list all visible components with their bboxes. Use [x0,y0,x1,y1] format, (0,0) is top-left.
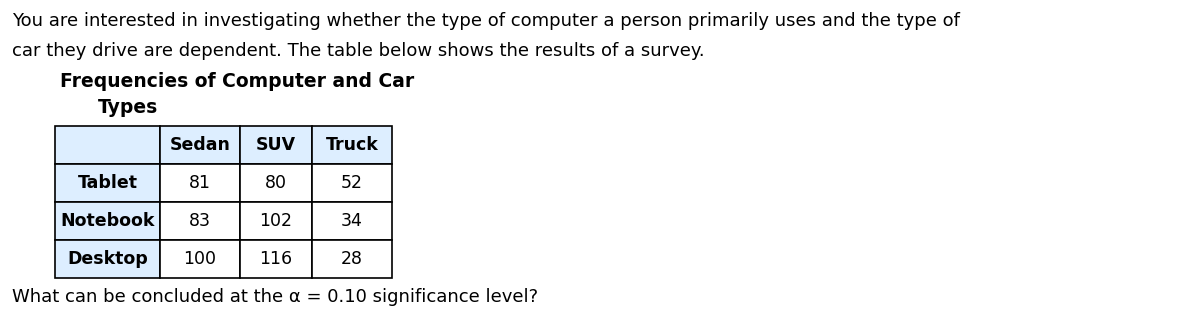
Bar [312,126,392,164]
Text: What can be concluded at the α = 0.10 significance level?: What can be concluded at the α = 0.10 si… [12,288,538,306]
Text: 83: 83 [190,212,211,230]
Text: 34: 34 [341,212,362,230]
Text: Truck: Truck [325,136,378,154]
Bar [55,126,160,164]
Bar [312,202,392,240]
Text: 28: 28 [341,250,364,268]
Bar [312,164,392,202]
Text: 116: 116 [259,250,293,268]
Text: 100: 100 [184,250,216,268]
Text: You are interested in investigating whether the type of computer a person primar: You are interested in investigating whet… [12,12,960,30]
Bar [240,240,312,278]
Bar [240,202,312,240]
Text: 52: 52 [341,174,364,192]
Text: 81: 81 [190,174,211,192]
Text: Sedan: Sedan [169,136,230,154]
Bar [240,126,312,164]
Bar [55,202,160,240]
Bar [312,240,392,278]
Bar [160,240,240,278]
Bar [160,126,240,164]
Bar [55,240,160,278]
Text: Types: Types [98,98,158,117]
Bar [55,164,160,202]
Text: Notebook: Notebook [60,212,155,230]
Bar [240,164,312,202]
Text: 102: 102 [259,212,293,230]
Text: car they drive are dependent. The table below shows the results of a survey.: car they drive are dependent. The table … [12,42,704,60]
Text: Frequencies of Computer and Car: Frequencies of Computer and Car [60,72,414,91]
Text: Desktop: Desktop [67,250,148,268]
Text: 80: 80 [265,174,287,192]
Bar [160,164,240,202]
Text: Tablet: Tablet [78,174,138,192]
Bar [160,202,240,240]
Text: SUV: SUV [256,136,296,154]
